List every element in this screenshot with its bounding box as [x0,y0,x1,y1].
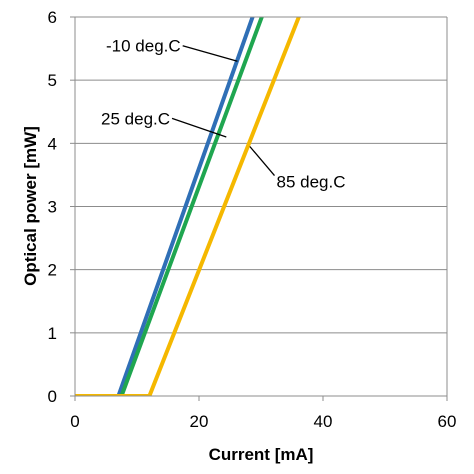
x-tick-label-20: 20 [190,412,209,431]
series-line-2 [75,17,301,396]
x-tick-label-60: 60 [438,412,457,431]
annotations: -10 deg.C 25 deg.C 85 deg.C [101,37,345,192]
annotation-leader-0 [182,45,238,62]
annotation-leader-2 [249,146,275,176]
x-axis-label: Current [mA] [209,445,314,464]
series-line-1 [75,17,264,396]
y-tick-label-4: 4 [48,134,57,153]
annotation-label-0: -10 deg.C [106,37,181,56]
annotation-label-2: 85 deg.C [277,173,346,192]
series-line-0 [75,17,255,396]
y-tick-label-1: 1 [48,324,57,343]
series-lines [75,17,301,396]
y-tick-label-6: 6 [48,8,57,27]
y-tick-label-3: 3 [48,198,57,217]
y-tick-label-2: 2 [48,261,57,280]
x-tick-label-40: 40 [314,412,333,431]
annotation-leader-1 [171,117,227,138]
y-tick-label-5: 5 [48,71,57,90]
y-tick-label-0: 0 [48,387,57,406]
y-axis-label: Optical power [mW] [21,126,40,286]
x-tick-label-0: 0 [70,412,79,431]
tick-labels: 0 20 40 60 0 1 2 3 4 5 6 [48,8,457,431]
gridlines [75,79,447,334]
annotation-label-1: 25 deg.C [101,109,170,128]
